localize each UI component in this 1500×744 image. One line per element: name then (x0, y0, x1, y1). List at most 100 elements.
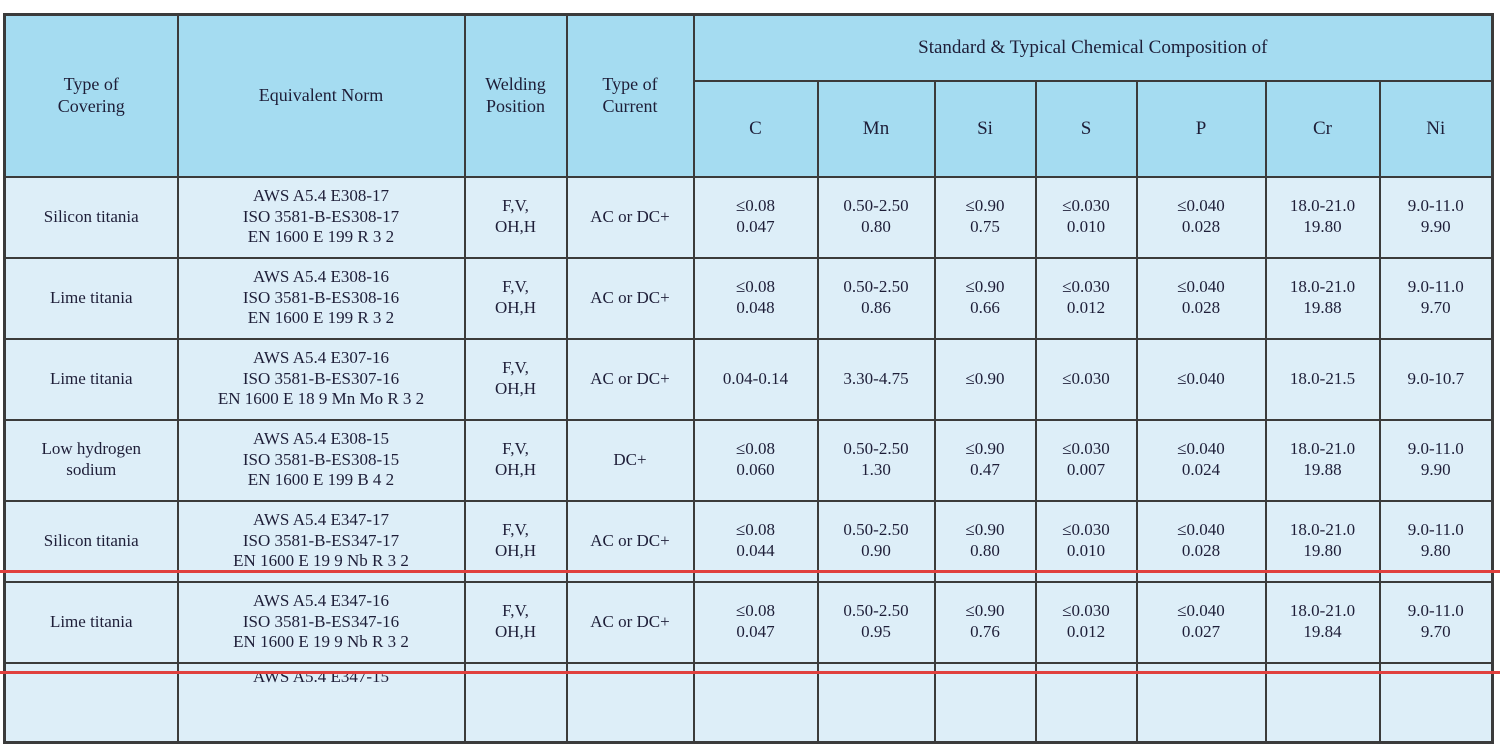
table-row: Silicon titania AWS A5.4 E308-17 ISO 358… (3, 175, 1494, 259)
cell-position: F,V, OH,H (463, 499, 568, 583)
table-row: Low hydrogen sodium AWS A5.4 E308-15 ISO… (3, 418, 1494, 502)
cell-current: DC+ (565, 418, 695, 502)
header-welding-position: Welding Position (463, 13, 568, 178)
cell-norm: AWS A5.4 E347-16 ISO 3581-B-ES347-16 EN … (176, 580, 466, 664)
cell-si: ≤0.90 0.80 (933, 499, 1037, 583)
cell-current: AC or DC+ (565, 499, 695, 583)
header-equivalent-norm: Equivalent Norm (176, 13, 466, 178)
cell-covering: Lime titania (3, 580, 179, 664)
cell-current: AC or DC+ (565, 256, 695, 340)
header-element-mn: Mn (816, 79, 936, 178)
cell-norm: AWS A5.4 E308-17 ISO 3581-B-ES308-17 EN … (176, 175, 466, 259)
cell-si: ≤0.90 (933, 337, 1037, 421)
cell-norm: AWS A5.4 E307-16 ISO 3581-B-ES307-16 EN … (176, 337, 466, 421)
cell-cr: 18.0-21.0 19.80 (1264, 175, 1381, 259)
cell-mn: 0.50-2.50 1.30 (816, 418, 936, 502)
cell-norm: AWS A5.4 E347-15 (176, 661, 466, 744)
cell-p: ≤0.040 0.027 (1135, 580, 1267, 664)
cell-covering: Silicon titania (3, 175, 179, 259)
cell-cr: 18.0-21.0 19.88 (1264, 418, 1381, 502)
cell-s: ≤0.030 0.012 (1034, 580, 1138, 664)
cell-ni (1378, 661, 1494, 744)
cell-covering (3, 661, 179, 744)
cell-current: AC or DC+ (565, 337, 695, 421)
cell-p (1135, 661, 1267, 744)
cell-s: ≤0.030 0.010 (1034, 499, 1138, 583)
cell-mn: 0.50-2.50 0.80 (816, 175, 936, 259)
cell-c: 0.04-0.14 (692, 337, 819, 421)
cell-position: F,V, OH,H (463, 418, 568, 502)
cell-current: AC or DC+ (565, 175, 695, 259)
cell-si (933, 661, 1037, 744)
cell-c: ≤0.08 0.044 (692, 499, 819, 583)
cell-c: ≤0.08 0.060 (692, 418, 819, 502)
cell-ni: 9.0-11.0 9.70 (1378, 580, 1494, 664)
cell-mn: 0.50-2.50 0.90 (816, 499, 936, 583)
cell-c (692, 661, 819, 744)
cell-c: ≤0.08 0.047 (692, 580, 819, 664)
cell-covering: Lime titania (3, 337, 179, 421)
header-composition-group: Standard & Typical Chemical Composition … (692, 13, 1494, 82)
cell-s: ≤0.030 (1034, 337, 1138, 421)
cell-s: ≤0.030 0.010 (1034, 175, 1138, 259)
cell-mn: 3.30-4.75 (816, 337, 936, 421)
cell-mn: 0.50-2.50 0.86 (816, 256, 936, 340)
cell-current (565, 661, 695, 744)
cell-position (463, 661, 568, 744)
header-type-of-covering: Type of Covering (3, 13, 179, 178)
cell-norm: AWS A5.4 E308-15 ISO 3581-B-ES308-15 EN … (176, 418, 466, 502)
cell-cr: 18.0-21.0 19.88 (1264, 256, 1381, 340)
cell-c: ≤0.08 0.047 (692, 175, 819, 259)
cell-c: ≤0.08 0.048 (692, 256, 819, 340)
cell-si: ≤0.90 0.76 (933, 580, 1037, 664)
header-element-ni: Ni (1378, 79, 1494, 178)
cell-p: ≤0.040 0.028 (1135, 499, 1267, 583)
table-row-partial: AWS A5.4 E347-15 (3, 661, 1494, 744)
cell-p: ≤0.040 0.024 (1135, 418, 1267, 502)
cell-current: AC or DC+ (565, 580, 695, 664)
red-annotation-line (0, 570, 1500, 573)
table-row: Lime titania AWS A5.4 E347-16 ISO 3581-B… (3, 580, 1494, 664)
cell-cr: 18.0-21.5 (1264, 337, 1381, 421)
cell-p: ≤0.040 0.028 (1135, 256, 1267, 340)
cell-s: ≤0.030 0.007 (1034, 418, 1138, 502)
header-element-si: Si (933, 79, 1037, 178)
table-row: Silicon titania AWS A5.4 E347-17 ISO 358… (3, 499, 1494, 583)
cell-si: ≤0.90 0.66 (933, 256, 1037, 340)
cell-ni: 9.0-11.0 9.70 (1378, 256, 1494, 340)
cell-ni: 9.0-11.0 9.90 (1378, 418, 1494, 502)
header-type-of-current: Type of Current (565, 13, 695, 178)
cell-cr: 18.0-21.0 19.80 (1264, 499, 1381, 583)
header-element-s: S (1034, 79, 1138, 178)
cell-ni: 9.0-11.0 9.90 (1378, 175, 1494, 259)
cell-p: ≤0.040 (1135, 337, 1267, 421)
cell-ni: 9.0-10.7 (1378, 337, 1494, 421)
header-element-c: C (692, 79, 819, 178)
cell-mn: 0.50-2.50 0.95 (816, 580, 936, 664)
table-header: Type of Covering Equivalent Norm Welding… (3, 13, 1494, 178)
cell-covering: Lime titania (3, 256, 179, 340)
cell-position: F,V, OH,H (463, 337, 568, 421)
cell-s (1034, 661, 1138, 744)
cell-norm: AWS A5.4 E308-16 ISO 3581-B-ES308-16 EN … (176, 256, 466, 340)
cell-mn (816, 661, 936, 744)
cell-cr: 18.0-21.0 19.84 (1264, 580, 1381, 664)
chemical-composition-table: Type of Covering Equivalent Norm Welding… (3, 13, 1495, 744)
header-element-p: P (1135, 79, 1267, 178)
header-element-cr: Cr (1264, 79, 1381, 178)
table-row: Lime titania AWS A5.4 E307-16 ISO 3581-B… (3, 337, 1494, 421)
cell-cr (1264, 661, 1381, 744)
cell-position: F,V, OH,H (463, 175, 568, 259)
cell-ni: 9.0-11.0 9.80 (1378, 499, 1494, 583)
cell-covering: Low hydrogen sodium (3, 418, 179, 502)
cell-norm: AWS A5.4 E347-17 ISO 3581-B-ES347-17 EN … (176, 499, 466, 583)
table-row: Lime titania AWS A5.4 E308-16 ISO 3581-B… (3, 256, 1494, 340)
cell-p: ≤0.040 0.028 (1135, 175, 1267, 259)
cell-si: ≤0.90 0.75 (933, 175, 1037, 259)
red-annotation-line (0, 671, 1500, 674)
cell-position: F,V, OH,H (463, 580, 568, 664)
cell-position: F,V, OH,H (463, 256, 568, 340)
cell-covering: Silicon titania (3, 499, 179, 583)
cell-si: ≤0.90 0.47 (933, 418, 1037, 502)
cell-s: ≤0.030 0.012 (1034, 256, 1138, 340)
